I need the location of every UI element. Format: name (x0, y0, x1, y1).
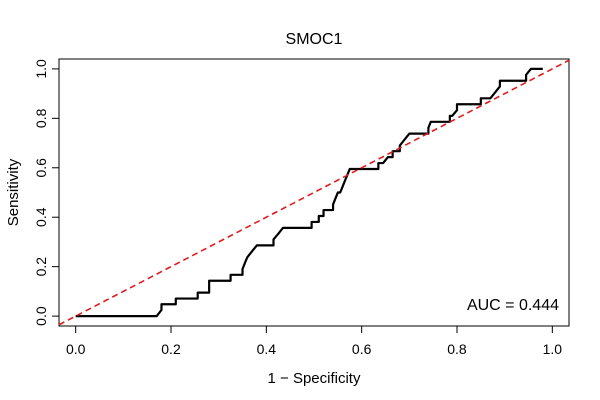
x-tick-label: 0.6 (352, 341, 372, 357)
y-axis: 0.0 0.2 0.4 0.6 0.8 1.0 (33, 59, 59, 326)
y-tick-label: 1.0 (33, 59, 49, 79)
series-layer (58, 59, 570, 326)
plot-frame (58, 58, 570, 327)
x-tick-label: 1.0 (543, 341, 563, 357)
y-axis-title: Sensitivity (5, 158, 22, 226)
x-axis: 0.0 0.2 0.4 0.6 0.8 1.0 (66, 326, 562, 357)
reference-diagonal-line (58, 59, 570, 326)
y-tick-label: 0.2 (33, 257, 49, 277)
auc-annotation: AUC = 0.444 (467, 297, 559, 314)
y-tick-label: 0.8 (33, 108, 49, 128)
x-tick-label: 0.0 (66, 341, 86, 357)
x-tick-label: 0.4 (257, 341, 277, 357)
y-tick-label: 0.6 (33, 158, 49, 178)
y-tick-label: 0.0 (33, 306, 49, 326)
x-tick-label: 0.2 (161, 341, 181, 357)
y-tick-label: 0.4 (33, 207, 49, 227)
x-axis-title: 1 − Specificity (268, 370, 361, 387)
roc-curve-line (75, 67, 543, 318)
x-tick-label: 0.8 (447, 341, 467, 357)
chart-title: SMOC1 (286, 31, 343, 48)
